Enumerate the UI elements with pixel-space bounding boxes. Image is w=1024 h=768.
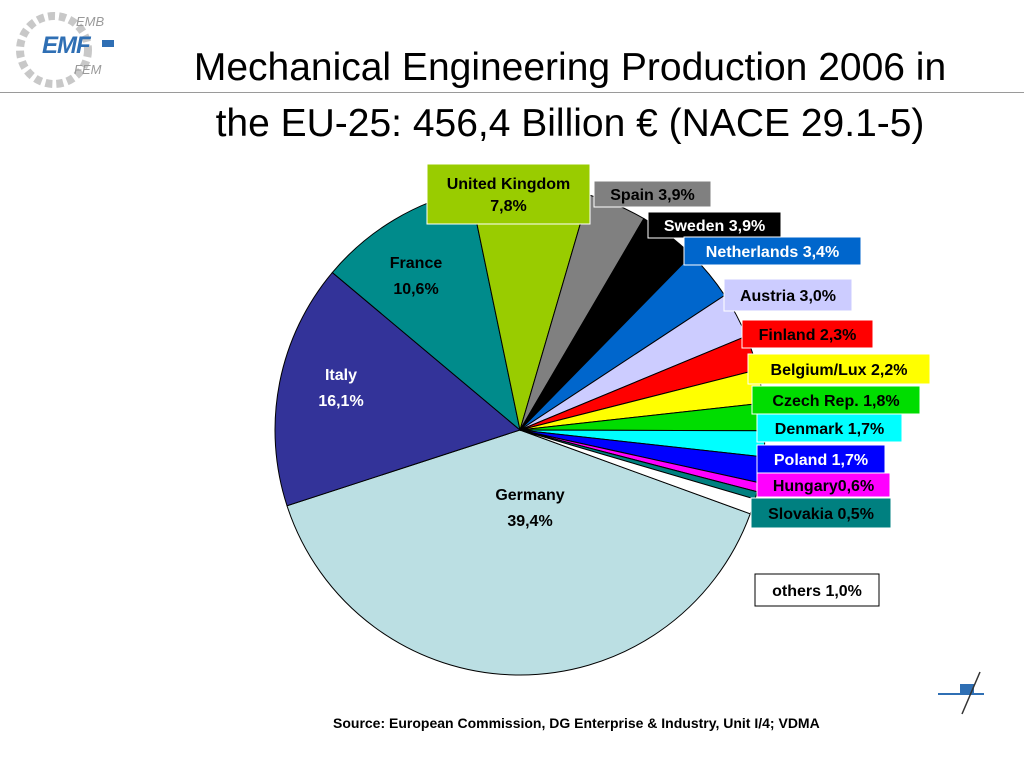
logo-emf-text: EMF — [42, 32, 91, 59]
slice-label-box-finland — [741, 319, 874, 349]
slice-label-box-czech-rep- — [751, 385, 921, 415]
slice-label-box-austria — [723, 278, 853, 312]
slice-label-box-others — [754, 573, 880, 607]
slice-label-box-hungary — [756, 472, 891, 498]
logo-dash — [102, 40, 114, 47]
title-line-2: the EU-25: 456,4 Billion € (NACE 29.1-5) — [215, 102, 925, 145]
slice-label-box-sweden — [647, 211, 782, 239]
slice-label-netherlands: Netherlands 3,4% — [706, 244, 839, 261]
slice-label-czech-rep-: Czech Rep. 1,8% — [772, 393, 899, 410]
source-note: Source: European Commission, DG Enterpri… — [333, 715, 820, 731]
slice-label-slovakia: Slovakia 0,5% — [768, 506, 874, 523]
slice-label-finland: Finland 2,3% — [759, 327, 857, 344]
slice-label-box-united-kingdom — [426, 163, 591, 225]
slice-label-germany: Germany 39,4% — [495, 487, 564, 530]
slice-label-others: others 1,0% — [772, 583, 862, 600]
header-divider — [0, 92, 1024, 93]
pie-slice-germany — [286, 429, 751, 676]
slice-label-poland: Poland 1,7% — [774, 452, 868, 469]
logo-gear-icon — [16, 12, 92, 88]
slice-label-italy: Italy 16,1% — [318, 367, 363, 410]
pie-slice-italy — [274, 271, 522, 507]
slice-label-box-netherlands — [683, 236, 862, 266]
slice-label-france: France 10,6% — [390, 255, 443, 298]
slice-label-sweden: Sweden 3,9% — [664, 218, 765, 235]
title-line-1: Mechanical Engineering Production 2006 i… — [193, 46, 947, 89]
slice-label-box-slovakia — [750, 497, 892, 529]
slice-label-denmark: Denmark 1,7% — [775, 421, 884, 438]
logo-emb-text: EMB — [76, 14, 105, 29]
slice-label-hungary: Hungary0,6% — [773, 478, 874, 495]
slice-label-united-kingdom: United Kingdom 7,8% — [447, 176, 571, 215]
slice-label-box-denmark — [756, 413, 903, 443]
slice-label-box-poland — [756, 444, 886, 474]
slice-label-austria: Austria 3,0% — [740, 288, 836, 305]
slice-label-belgium-lux: Belgium/Lux 2,2% — [771, 362, 908, 379]
emf-logo: EMB EMF FEM — [14, 10, 114, 88]
slice-label-box-belgium-lux — [747, 353, 931, 385]
slice-label-spain: Spain 3,9% — [610, 187, 694, 204]
page-title: Mechanical Engineering Production 2006 i… — [120, 40, 1020, 152]
corner-logo-icon — [938, 671, 984, 715]
logo-fem-text: FEM — [74, 62, 102, 77]
slice-label-box-spain — [593, 180, 712, 208]
